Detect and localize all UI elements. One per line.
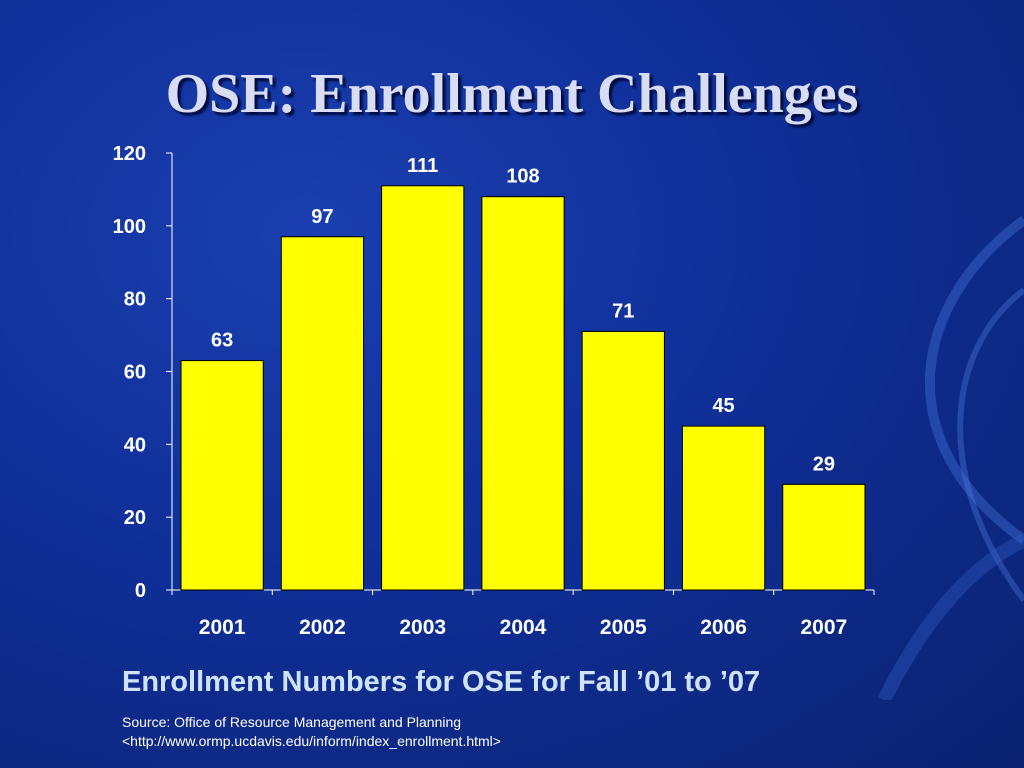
enrollment-bar-chart: 0 20 40 60 80 100 120 63 2001 97 2002 111 2003 108 200… [113,143,866,639]
x-tick-label: 2004 [500,616,547,639]
x-tick-label: 2001 [199,616,246,639]
data-label: 63 [211,330,233,352]
bar-2006 [681,425,766,591]
data-label: 45 [712,395,734,417]
y-tick-label: 0 [135,580,146,602]
x-tick-label: 2006 [700,616,747,639]
bar-2004 [481,196,565,591]
y-tick-label: 20 [124,507,146,529]
page-title: OSE: Enrollment Challenges [165,63,859,125]
x-tick-label: 2003 [399,616,446,639]
data-label: 108 [506,166,539,188]
y-tick-label: 120 [113,143,146,165]
data-label: 29 [813,453,835,475]
bar-2002 [280,236,365,591]
y-tick-label: 100 [113,216,146,238]
source-url: <http://www.ormp.ucdavis.edu/inform/inde… [122,733,501,749]
chart-caption: Enrollment Numbers for OSE for Fall ’01 … [122,666,761,698]
source-line: Source: Office of Resource Management an… [122,714,462,730]
data-label: 97 [311,206,333,228]
y-tick-label: 60 [124,362,146,384]
x-tick-label: 2007 [800,616,847,639]
bar-2007 [782,483,866,591]
y-tick-label: 40 [124,434,146,456]
data-label: 111 [407,155,438,177]
bar-2001 [180,360,264,591]
data-label: 71 [612,300,634,322]
bar-2003 [381,185,465,591]
x-tick-label: 2005 [600,616,647,639]
x-tick-label: 2002 [299,616,346,639]
source-citation: Source: Office of Resource Management an… [122,713,501,751]
bar-2005 [581,330,665,591]
y-tick-label: 80 [124,289,146,311]
decorative-swoosh [877,215,1024,700]
